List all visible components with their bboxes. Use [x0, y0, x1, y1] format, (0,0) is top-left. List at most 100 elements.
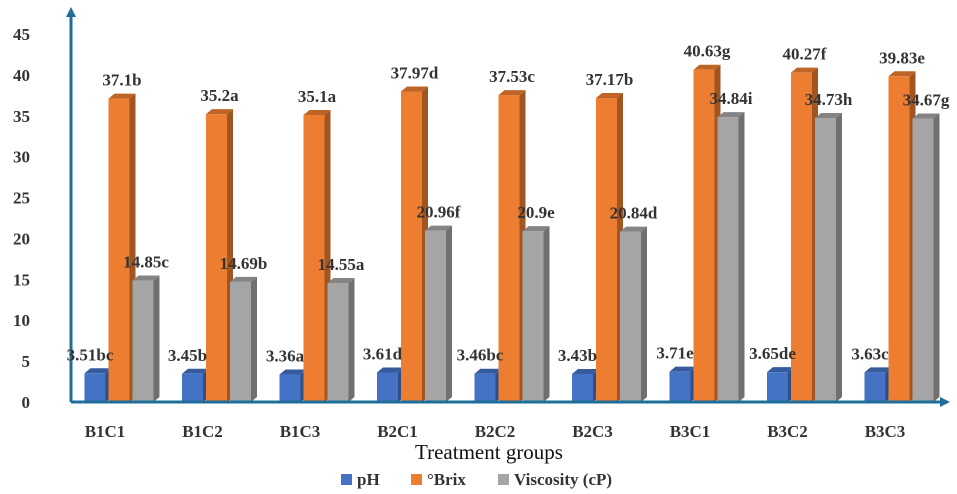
bar-front [815, 117, 836, 402]
x-tick-label: B3C1 [670, 422, 711, 441]
bar-front [572, 373, 593, 402]
bar-side [641, 226, 647, 402]
legend-label: Viscosity (cP) [514, 470, 612, 489]
bar-front [206, 114, 227, 403]
bar-side [933, 113, 940, 403]
data-label: 3.45b [168, 346, 207, 365]
bar-top [84, 368, 112, 374]
bar--brix-b2c1 [401, 86, 428, 402]
y-tick-label: 0 [22, 393, 31, 412]
bar-top [620, 226, 647, 232]
bar-top [425, 225, 452, 231]
y-tick-label: 25 [13, 189, 30, 208]
bar-top [888, 71, 916, 77]
bar-ph-b2c3 [572, 368, 599, 402]
bar-top [230, 276, 257, 282]
bar-viscosity-cp--b2c1 [425, 225, 452, 402]
data-label: 35.1a [298, 87, 337, 106]
bar-top [767, 367, 794, 373]
legend-item: Viscosity (cP) [498, 470, 612, 489]
x-tick-label: B2C2 [475, 422, 516, 441]
bar-front [498, 95, 520, 402]
legend-swatch [411, 474, 422, 485]
bar--brix-b3c1 [693, 64, 721, 403]
bar-front [596, 98, 617, 403]
bar-front [425, 230, 446, 402]
bar-top [206, 109, 233, 115]
bar-ph-b3c2 [767, 367, 794, 402]
bar-top [401, 86, 428, 92]
bar-front [693, 69, 715, 403]
bar-front [717, 117, 739, 403]
legend-item: °Brix [411, 470, 466, 489]
y-tick-label: 45 [13, 25, 30, 44]
bar-front [377, 372, 398, 402]
bar-front [912, 118, 934, 403]
bar-top [377, 367, 404, 373]
bar-side [446, 225, 452, 402]
bar-side [251, 276, 257, 402]
bar-front [888, 76, 910, 402]
bar-front [230, 281, 251, 402]
bar-front [279, 374, 301, 402]
bar-front [669, 371, 691, 402]
bar-front [791, 72, 812, 403]
bar-front [327, 283, 349, 402]
data-label: 40.63g [684, 42, 731, 61]
y-tick-label: 35 [13, 107, 30, 126]
bar-front [767, 372, 788, 402]
bar-viscosity-cp--b2c2 [522, 226, 550, 402]
bar-top [596, 93, 623, 99]
data-label: 3.43b [558, 346, 597, 365]
data-label: 3.36a [266, 347, 305, 366]
bar--brix-b2c3 [596, 93, 623, 403]
legend-label: pH [357, 470, 380, 489]
bar-top [717, 112, 745, 118]
bar-viscosity-cp--b1c3 [327, 278, 355, 402]
bar-ph-b3c3 [864, 367, 892, 402]
bar--brix-b1c1 [108, 93, 136, 403]
y-tick-label: 20 [13, 229, 30, 248]
bar-top [864, 367, 892, 373]
bar-top [498, 90, 526, 96]
data-label: 34.84i [710, 89, 753, 108]
bar-front [401, 91, 422, 402]
x-tick-label: B3C2 [767, 422, 808, 441]
bar-front [522, 231, 544, 402]
bar-top [522, 226, 550, 232]
bar-side [543, 226, 550, 402]
data-label: 40.27f [783, 45, 827, 64]
bar-ph-b1c2 [182, 368, 209, 402]
data-label: 3.61d [363, 344, 403, 363]
bar-front [620, 231, 641, 402]
x-tick-label: B3C3 [865, 422, 906, 441]
bar-side [738, 112, 745, 403]
bar-top [912, 113, 940, 119]
data-label: 3.46bc [457, 346, 504, 365]
data-label: 3.63c [851, 344, 889, 363]
data-label: 20.84d [610, 204, 658, 223]
bar-front [303, 114, 325, 403]
data-label: 39.83e [879, 48, 925, 67]
x-tick-label: B2C1 [377, 422, 418, 441]
data-label: 14.55a [318, 255, 365, 274]
legend-item: pH [341, 470, 380, 489]
bar-top [108, 93, 136, 99]
data-label: 37.1b [102, 71, 141, 90]
bar-viscosity-cp--b3c2 [815, 112, 842, 402]
bar-front [84, 373, 106, 402]
bar-viscosity-cp--b1c1 [132, 275, 160, 402]
data-label: 34.73h [805, 90, 853, 109]
bar-side [836, 112, 842, 402]
bar-viscosity-cp--b1c2 [230, 276, 257, 402]
bar-top [669, 366, 697, 372]
bar-front [108, 98, 130, 403]
bar-ph-b1c3 [279, 369, 307, 402]
bar-viscosity-cp--b3c3 [912, 113, 940, 403]
data-label: 35.2a [200, 86, 239, 105]
bar-ph-b2c1 [377, 367, 404, 402]
y-tick-label: 40 [13, 66, 30, 85]
data-label: 34.67g [903, 90, 950, 109]
bar-top [132, 275, 160, 281]
